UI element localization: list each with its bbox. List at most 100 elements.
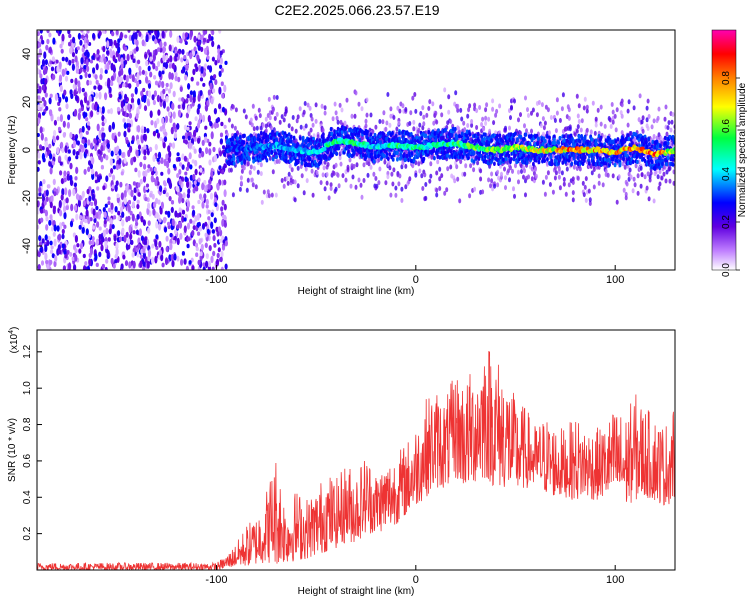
heatmap-cell [39,126,43,134]
heatmap-cell [208,148,212,156]
heatmap-cell [587,188,591,194]
heatmap-cell [323,186,327,192]
heatmap-cell [211,40,215,48]
heatmap-cell [51,56,56,62]
heatmap-cell [369,112,373,118]
heatmap-cell [194,242,199,248]
heatmap-cell [157,109,161,116]
heatmap-cell [107,207,112,213]
heatmap-cell [152,53,156,61]
heatmap-cell [487,116,491,122]
heatmap-cell [117,216,121,221]
heatmap-cell [645,185,649,191]
heatmap-cell [201,151,205,158]
heatmap-cell [541,116,545,122]
heatmap-cell [167,210,171,218]
heatmap-cell [132,230,136,235]
heatmap-cell [77,112,81,121]
heatmap-cell [216,252,220,259]
heatmap-cell [183,217,187,222]
heatmap-cell [209,192,214,200]
heatmap-cell [617,174,621,180]
heatmap-cell [243,133,246,138]
heatmap-cell [296,183,300,189]
heatmap-cell [573,131,577,137]
heatmap-cell [65,197,69,204]
heatmap-cell [292,135,296,140]
heatmap-cell [142,219,146,226]
heatmap-cell [50,245,54,250]
heatmap-cell [39,247,43,253]
heatmap-cell [159,136,163,142]
heatmap-cell [223,163,227,169]
heatmap-cell [579,127,583,133]
heatmap-cell [223,215,227,221]
heatmap-cell [41,59,46,67]
heatmap-cell [567,107,571,113]
heatmap-cell [56,225,60,232]
heatmap-cell [286,180,290,186]
heatmap-cell [291,115,295,120]
heatmap-cell [90,201,94,207]
heatmap-cell [198,112,203,121]
heatmap-cell [275,131,279,136]
heatmap-cell [115,248,119,256]
heatmap-cell [509,115,512,121]
heatmap-cell [79,39,83,46]
heatmap-cell [495,108,499,114]
heatmap-cell [186,243,190,249]
heatmap-cell [554,128,558,134]
figure-title: C2E2.2025.066.23.57.E19 [274,2,439,18]
heatmap-cell [185,265,189,270]
heatmap-cell [594,116,598,122]
heatmap-cell [581,180,585,186]
heatmap-cell [362,178,366,183]
heatmap-cell [238,186,242,192]
heatmap-cell [71,52,76,58]
heatmap-cell [284,109,288,114]
heatmap-cell [125,231,129,238]
heatmap-cell [201,223,206,230]
heatmap-cell [178,169,182,175]
heatmap-cell [153,90,157,97]
heatmap-cell [372,159,376,164]
heatmap-cell [49,60,53,65]
heatmap-cell [179,38,183,44]
heatmap-cell [169,117,173,124]
heatmap-cell [613,113,617,119]
heatmap-cell [296,142,299,147]
heatmap-cell [114,135,118,144]
heatmap-cell [199,90,203,96]
heatmap-cell [124,104,128,112]
heatmap-cell [77,32,81,40]
heatmap-cell [130,140,135,145]
heatmap-cell [287,132,291,137]
heatmap-cell [215,258,220,267]
heatmap-cell [535,112,539,118]
heatmap-cell [91,193,95,201]
heatmap-cell [146,128,150,134]
heatmap-cell [105,175,109,182]
heatmap-cell [200,46,204,53]
heatmap-cell [105,227,109,235]
heatmap-cell [127,103,131,111]
heatmap-cell [181,209,186,215]
heatmap-cell [106,249,110,258]
heatmap-cell [93,104,97,111]
heatmap-cell [43,51,47,59]
heatmap-cell [264,133,268,138]
heatmap-cell [137,182,141,188]
heatmap-cell [220,206,224,212]
heatmap-cell [196,181,200,186]
heatmap-cell [66,121,70,129]
heatmap-cell [354,184,358,190]
heatmap-cell [58,74,63,82]
heatmap-cell [87,125,91,131]
heatmap-cell [218,86,222,95]
heatmap-cell [104,203,108,208]
heatmap-cell [50,195,54,203]
heatmap-cell [78,195,82,201]
heatmap-cell [182,135,186,140]
heatmap-cell [575,93,579,99]
heatmap-cell [560,170,564,176]
